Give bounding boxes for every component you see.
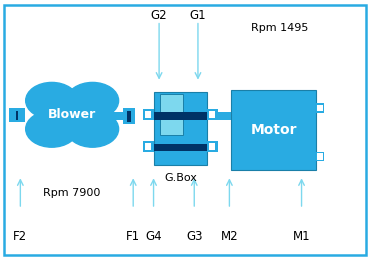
Text: Blower: Blower bbox=[48, 108, 96, 121]
Text: F2: F2 bbox=[13, 230, 27, 243]
FancyBboxPatch shape bbox=[317, 105, 323, 111]
FancyBboxPatch shape bbox=[4, 5, 366, 255]
FancyBboxPatch shape bbox=[154, 112, 207, 119]
FancyBboxPatch shape bbox=[316, 103, 324, 113]
FancyBboxPatch shape bbox=[317, 154, 323, 160]
FancyBboxPatch shape bbox=[9, 108, 25, 122]
Text: G1: G1 bbox=[190, 9, 206, 22]
FancyBboxPatch shape bbox=[154, 144, 207, 151]
Text: G2: G2 bbox=[151, 9, 167, 22]
Text: Rpm 7900: Rpm 7900 bbox=[43, 189, 101, 198]
FancyBboxPatch shape bbox=[127, 111, 131, 122]
FancyBboxPatch shape bbox=[107, 112, 126, 120]
Circle shape bbox=[66, 82, 119, 119]
Circle shape bbox=[66, 111, 119, 147]
FancyBboxPatch shape bbox=[154, 92, 207, 165]
FancyBboxPatch shape bbox=[207, 141, 218, 152]
Text: M2: M2 bbox=[221, 230, 238, 243]
Text: G3: G3 bbox=[186, 230, 202, 243]
Circle shape bbox=[53, 102, 91, 128]
FancyBboxPatch shape bbox=[209, 111, 215, 118]
FancyBboxPatch shape bbox=[231, 90, 316, 170]
FancyBboxPatch shape bbox=[218, 112, 232, 120]
Circle shape bbox=[26, 111, 78, 147]
Text: Rpm 1495: Rpm 1495 bbox=[250, 23, 308, 33]
Text: M1: M1 bbox=[293, 230, 310, 243]
Text: Motor: Motor bbox=[250, 123, 297, 137]
FancyBboxPatch shape bbox=[316, 152, 324, 162]
Text: F1: F1 bbox=[126, 230, 140, 243]
FancyBboxPatch shape bbox=[143, 141, 154, 152]
FancyBboxPatch shape bbox=[143, 109, 154, 120]
Text: G4: G4 bbox=[145, 230, 162, 243]
FancyBboxPatch shape bbox=[145, 143, 151, 150]
FancyBboxPatch shape bbox=[16, 111, 18, 120]
Text: G.Box: G.Box bbox=[164, 173, 197, 183]
FancyBboxPatch shape bbox=[123, 108, 135, 124]
FancyBboxPatch shape bbox=[207, 109, 218, 120]
Circle shape bbox=[26, 82, 78, 119]
FancyBboxPatch shape bbox=[160, 94, 183, 135]
FancyBboxPatch shape bbox=[209, 143, 215, 150]
FancyBboxPatch shape bbox=[145, 111, 151, 118]
